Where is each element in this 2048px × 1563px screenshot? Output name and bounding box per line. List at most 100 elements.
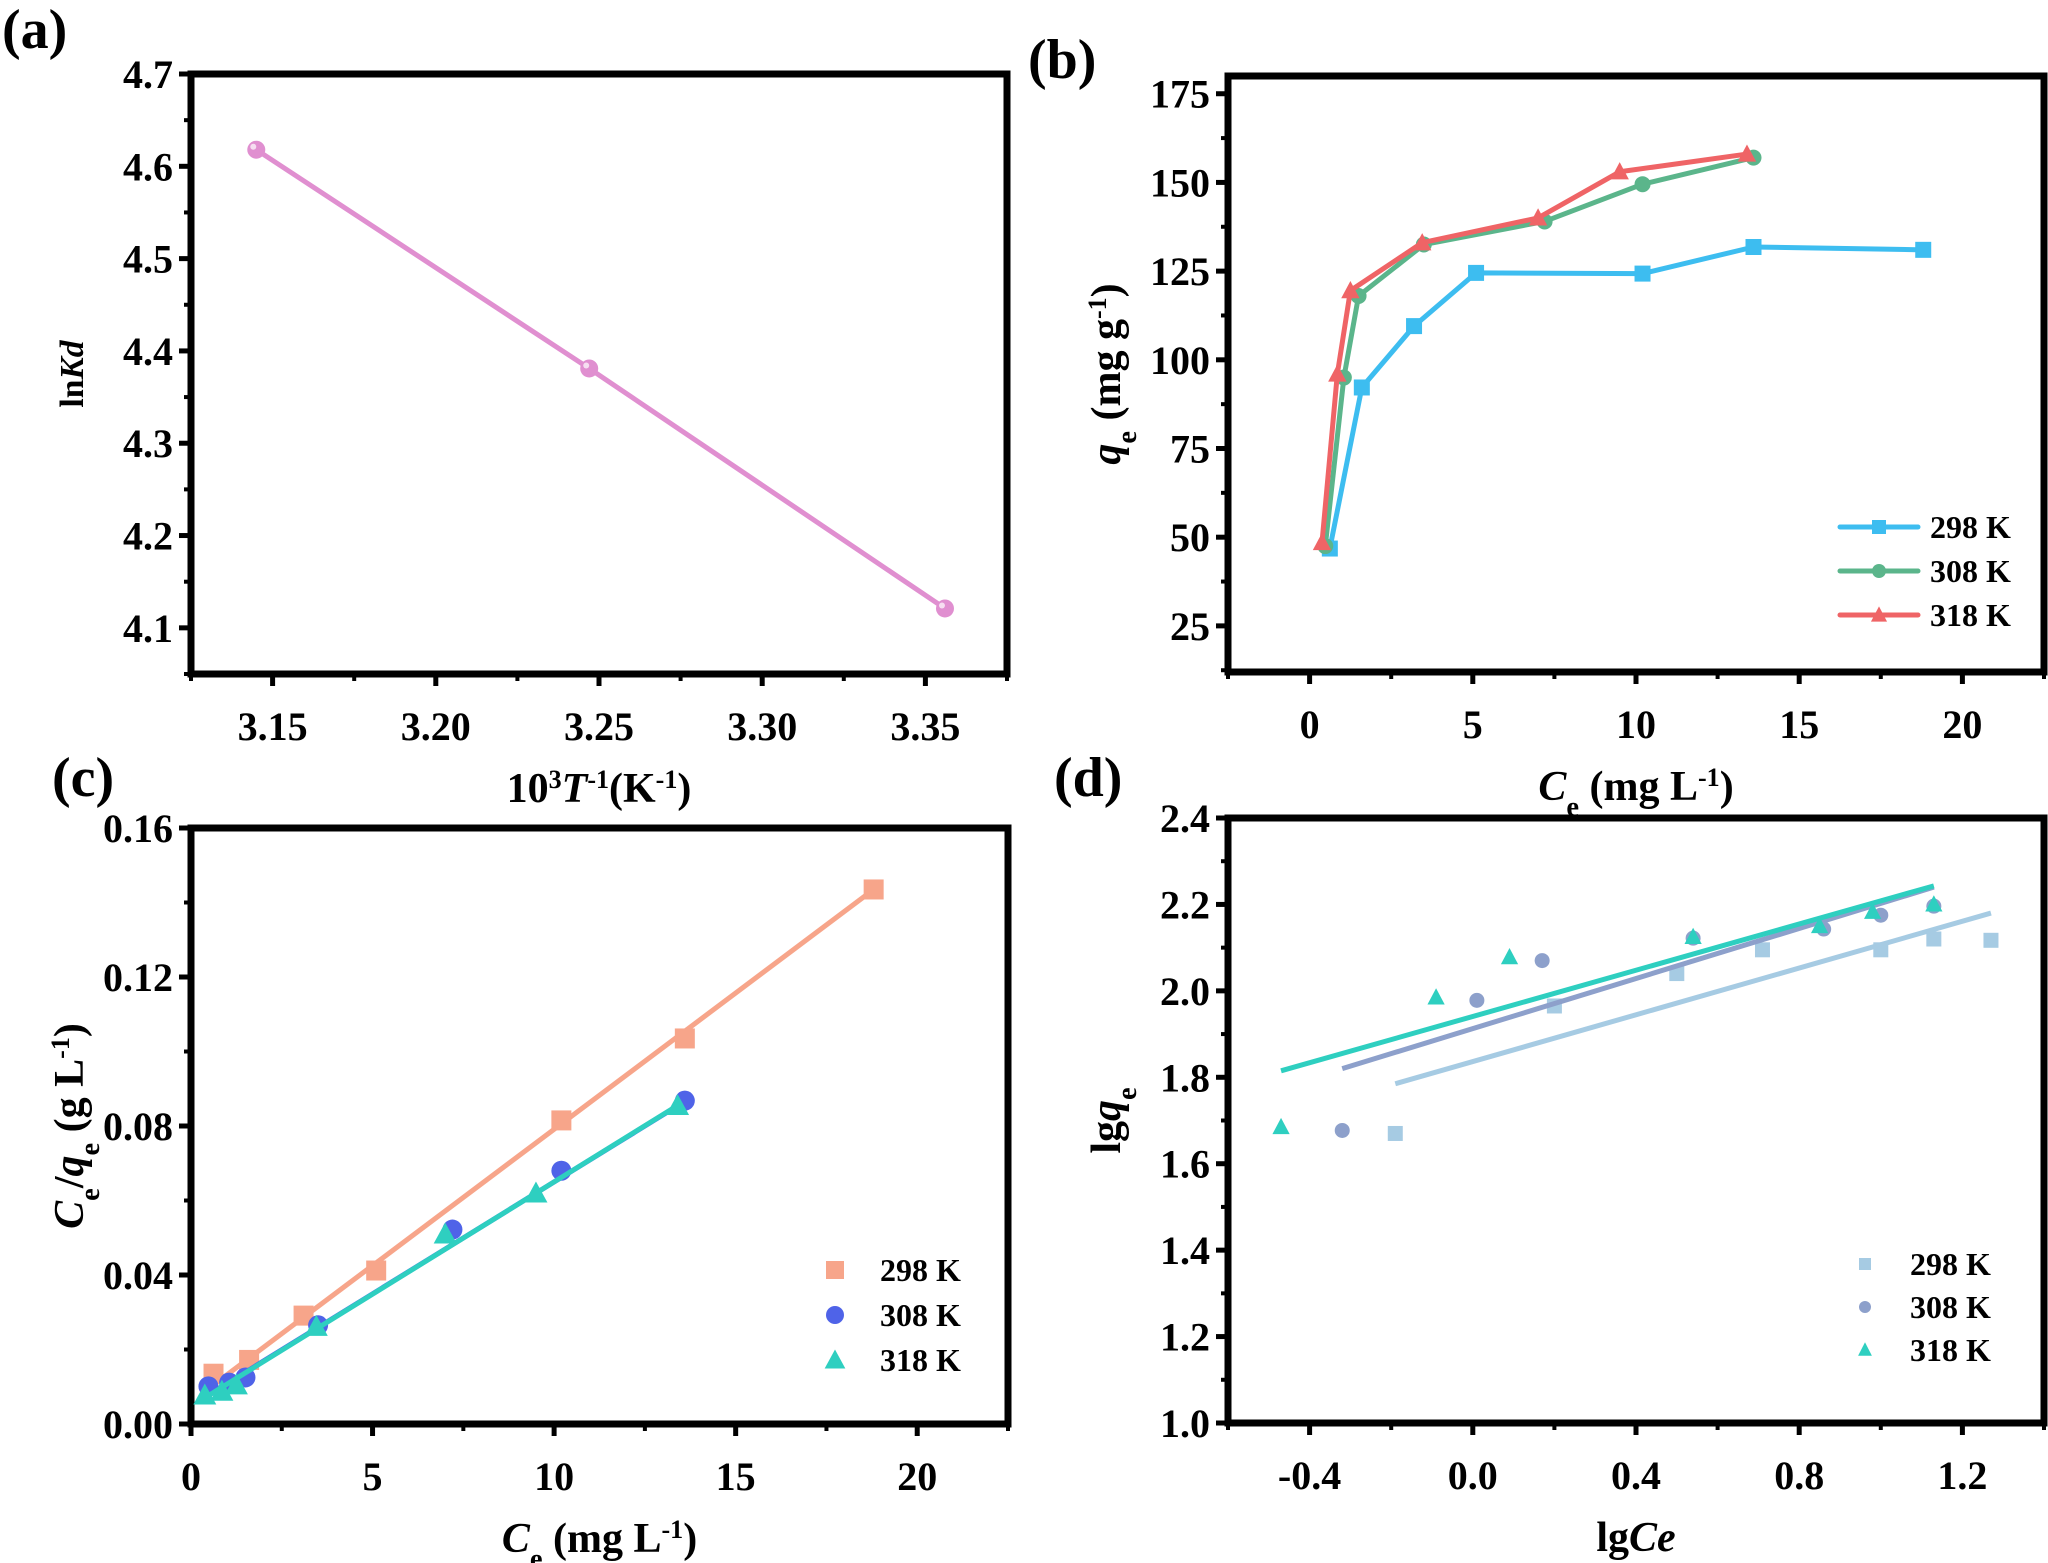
legend-marker [1872, 520, 1886, 534]
series-298-k [203, 879, 884, 1387]
data-point [193, 1383, 217, 1405]
data-point [1469, 992, 1485, 1008]
legend-marker [826, 1306, 844, 1324]
data-point [1312, 532, 1332, 551]
data-point-highlight [250, 143, 257, 150]
data-point [1387, 1125, 1403, 1141]
y-tick-label: 0.00 [103, 1402, 173, 1447]
fit-line [203, 1103, 679, 1401]
y-tick-label: 1.8 [1160, 1055, 1210, 1100]
y-tick-label: 4.5 [123, 237, 173, 282]
x-tick-label: 10 [1616, 702, 1656, 747]
legend-item: 308 K [826, 1297, 961, 1333]
series-lnkd [247, 140, 954, 618]
y-tick-label: 0.16 [103, 806, 173, 851]
fit-line [212, 887, 876, 1387]
y-tick-label: 75 [1170, 427, 1210, 472]
legend-item: 308 K [1859, 1289, 1991, 1325]
data-point [304, 1314, 328, 1336]
x-tick-label: 0.0 [1448, 1453, 1498, 1498]
legend: 298 K 308 K 318 K [1858, 1246, 1991, 1368]
y-tick-label: 4.1 [123, 606, 173, 651]
data-point [580, 359, 599, 378]
data-point [1610, 162, 1629, 180]
y-tick-label: 1.2 [1160, 1315, 1210, 1360]
data-point [551, 1110, 572, 1131]
data-point [1926, 931, 1942, 947]
data-point [1737, 144, 1757, 162]
legend-marker [1870, 606, 1888, 622]
data-point [1684, 927, 1702, 944]
series-318-k [1272, 883, 1943, 1135]
panel-b-adsorption-isotherm: 0 5 10 15 20 25 50 75 100 125 150 175 Ce (mg L-1) qe … [1083, 72, 2048, 823]
legend-marker [1859, 1258, 1871, 1270]
data-point [1745, 238, 1762, 255]
data-point [293, 1305, 314, 1326]
x-tick-label: 1.2 [1937, 1453, 1987, 1498]
panel-c-langmuir-fit: 0 5 10 15 20 0.00 0.04 0.08 0.12 0.16 Ce (mg L-1) C… [46, 806, 1012, 1563]
data-point [1810, 916, 1829, 934]
data-point [1915, 241, 1932, 258]
x-axis-title: Ce (mg L-1) [502, 1515, 697, 1563]
x-tick-label: 3.35 [890, 704, 960, 749]
x-tick-label: 0 [181, 1454, 201, 1499]
data-point [1534, 953, 1550, 969]
legend-item: 318 K [824, 1342, 961, 1378]
x-axis-title: Ce (mg L-1) [1538, 763, 1733, 823]
data-point [1754, 942, 1770, 958]
data-point [210, 1379, 234, 1401]
x-tick-label: 0 [1300, 702, 1320, 747]
x-axis-title: 103T-1(K-1) [507, 765, 692, 813]
y-tick-label: 4.3 [123, 421, 173, 466]
y-tick-label: 50 [1170, 515, 1210, 560]
y-tick-label: 25 [1170, 604, 1210, 649]
legend-item: 298 K [1837, 509, 2011, 545]
fit-line [1280, 883, 1935, 1074]
data-point [1406, 318, 1423, 335]
data-point [1528, 208, 1548, 226]
legend: 298 K 308 K 318 K [824, 1252, 961, 1378]
x-tick-label: 3.30 [727, 704, 797, 749]
data-point [1413, 233, 1432, 251]
data-point [433, 1222, 457, 1244]
series-318-k [1312, 144, 1757, 551]
y-tick-label: 0.08 [103, 1104, 173, 1149]
data-point [1873, 942, 1889, 958]
panel-label-a: (a) [2, 0, 67, 61]
series-line [1319, 151, 1748, 543]
legend-label: 318 K [1910, 1332, 1991, 1368]
fit-line [1394, 910, 1992, 1087]
legend-label: 298 K [1930, 509, 2011, 545]
data-point-highlight [583, 362, 590, 369]
legend-item: 308 K [1837, 553, 2011, 589]
data-point [674, 1028, 695, 1049]
legend-marker [1872, 564, 1886, 578]
x-tick-label: -0.4 [1278, 1453, 1341, 1498]
y-tick-label: 4.4 [123, 329, 173, 374]
y-tick-label: 0.12 [103, 955, 173, 1000]
y-tick-label: 1.0 [1160, 1401, 1210, 1446]
legend-marker [1858, 1342, 1872, 1356]
y-axis-title: lgqe [1084, 1087, 1143, 1153]
legend-label: 298 K [880, 1252, 961, 1288]
y-tick-label: 4.7 [123, 52, 173, 97]
data-point [247, 140, 266, 159]
y-tick-label: 4.6 [123, 144, 173, 189]
x-tick-label: 20 [897, 1454, 937, 1499]
x-tick-label: 0.4 [1611, 1453, 1661, 1498]
y-axis-title: lnKd [54, 339, 91, 407]
x-tick-label: 5 [363, 1454, 383, 1499]
x-tick-label: 0.8 [1774, 1453, 1824, 1498]
legend-label: 318 K [1930, 597, 2011, 633]
data-point [224, 1373, 248, 1395]
data-point [1272, 1117, 1290, 1135]
series-line [254, 147, 947, 611]
data-point [863, 879, 884, 900]
panel-label-b: (b) [1028, 29, 1096, 91]
y-axis-title: qe (mg g-1) [1083, 283, 1143, 464]
data-point [1669, 966, 1685, 982]
legend-label: 308 K [1930, 553, 2011, 589]
fit-line [1341, 884, 1935, 1072]
panel-d-freundlich-fit: -0.4 0.0 0.4 0.8 1.2 1.0 1.2 1.4 1.6 1.8 2.0 2.2 2.4… [1084, 796, 2048, 1561]
series-298-k [1321, 238, 1932, 557]
